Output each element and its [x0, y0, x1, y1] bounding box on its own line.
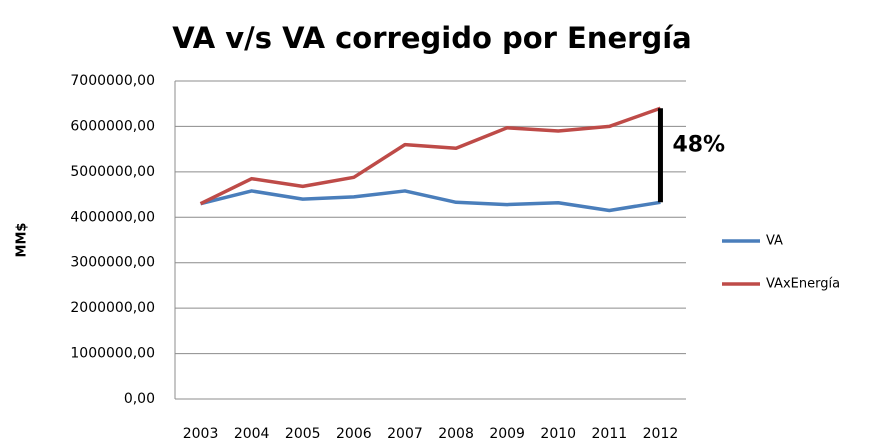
x-tick-label: 2012 — [643, 426, 679, 441]
x-tick-label: 2009 — [489, 426, 525, 441]
x-tick-label: 2007 — [387, 426, 423, 441]
x-tick-label: 2004 — [234, 426, 270, 441]
y-tick-label: 0,00 — [124, 391, 155, 407]
x-tick-label: 2011 — [592, 426, 628, 441]
x-tick-label: 2008 — [438, 426, 474, 441]
annotation: 48% — [672, 132, 725, 157]
x-tick-label: 2006 — [336, 426, 372, 441]
chart-title: VA v/s VA corregido por Energía — [172, 21, 692, 55]
y-tick-label: 6000000,00 — [70, 118, 155, 134]
series-line — [199, 106, 662, 206]
y-tick-label: 2000000,00 — [70, 300, 155, 316]
x-tick-label: 2010 — [540, 426, 576, 441]
y-tick-label: 7000000,00 — [70, 73, 155, 89]
y-tick-label: 1000000,00 — [70, 346, 155, 362]
x-tick-label: 2005 — [285, 426, 321, 441]
y-tick-label: 3000000,00 — [70, 255, 155, 271]
y-axis-label: MM$ — [15, 223, 30, 258]
x-tick-label: 2003 — [183, 426, 219, 441]
legend-label: VA — [766, 234, 783, 249]
legend-label: VAxEnergía — [766, 277, 840, 292]
y-tick-label: 4000000,00 — [70, 209, 155, 225]
y-tick-label: 5000000,00 — [70, 164, 155, 180]
series-line — [200, 189, 661, 213]
